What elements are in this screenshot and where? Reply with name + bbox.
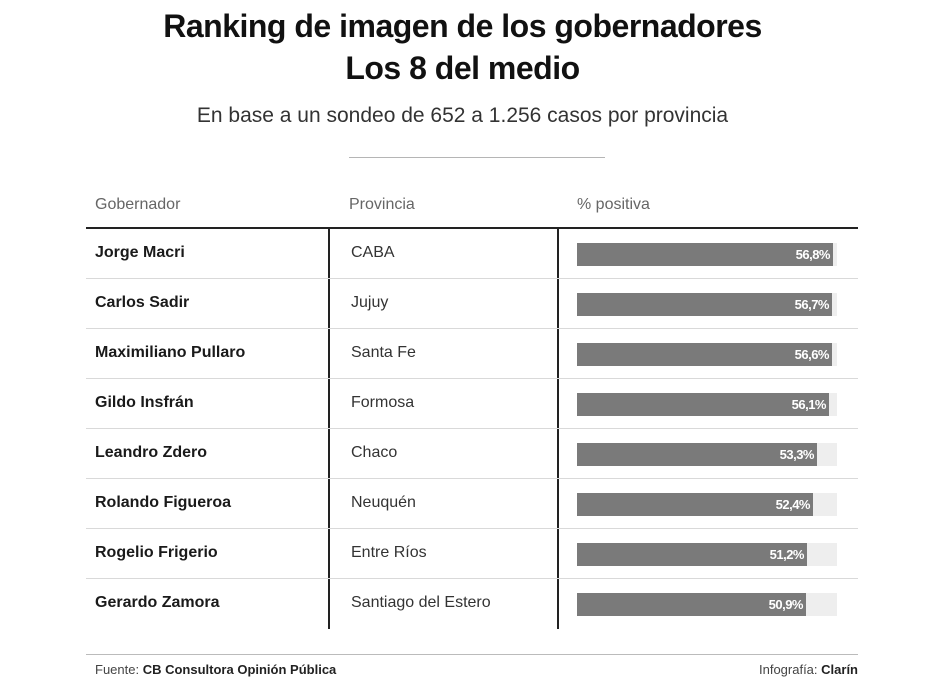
bar-track: 56,7% (577, 293, 837, 316)
column-header-positiva: % positiva (577, 196, 650, 213)
value-bar: 50,9% (577, 593, 806, 616)
value-label: 52,4% (775, 497, 811, 512)
value-bar: 53,3% (577, 443, 817, 466)
title-separator (349, 157, 605, 158)
table-row: Jorge Macri CABA 56,8% (86, 229, 858, 279)
value-bar: 56,7% (577, 293, 832, 316)
bar-track: 53,3% (577, 443, 837, 466)
provincia-name: Chaco (351, 444, 398, 461)
chart-subtitle: En base a un sondeo de 652 a 1.256 casos… (196, 104, 729, 127)
row-divider (86, 478, 858, 479)
row-divider (86, 578, 858, 579)
provincia-name: Neuquén (351, 494, 416, 511)
provincia-name: Santa Fe (351, 344, 416, 361)
row-divider (86, 378, 858, 379)
column-header-gobernador: Gobernador (95, 196, 181, 213)
provincia-name: Santiago del Estero (351, 594, 491, 611)
gobernador-name: Leandro Zdero (95, 444, 208, 461)
table-row: Gildo Insfrán Formosa 56,1% (86, 379, 858, 429)
footer-rule (86, 654, 858, 655)
chart-title: Ranking de imagen de los gobernadores (163, 8, 762, 44)
value-label: 56,6% (794, 347, 830, 362)
footer-source: Fuente: CB Consultora Opinión Pública (95, 662, 336, 677)
table-row: Maximiliano Pullaro Santa Fe 56,6% (86, 329, 858, 379)
table-row: Leandro Zdero Chaco 53,3% (86, 429, 858, 479)
table-row: Gerardo Zamora Santiago del Estero 50,9% (86, 579, 858, 629)
bar-track: 56,1% (577, 393, 837, 416)
gobernador-name: Carlos Sadir (95, 294, 190, 311)
chart-title-line2: Los 8 del medio (345, 50, 580, 86)
column-header-provincia: Provincia (349, 196, 415, 213)
value-label: 56,8% (795, 247, 831, 262)
footer-source-label: Fuente: (95, 662, 140, 677)
row-divider (86, 328, 858, 329)
bar-track: 56,8% (577, 243, 837, 266)
table-row: Rolando Figueroa Neuquén 52,4% (86, 479, 858, 529)
value-bar: 56,6% (577, 343, 832, 366)
row-divider (86, 278, 858, 279)
provincia-name: Formosa (351, 394, 415, 411)
column-divider (328, 229, 330, 629)
column-divider (557, 229, 559, 629)
row-divider (86, 528, 858, 529)
bar-track: 56,6% (577, 343, 837, 366)
table-row: Carlos Sadir Jujuy 56,7% (86, 279, 858, 329)
value-bar: 56,1% (577, 393, 829, 416)
gobernador-name: Jorge Macri (95, 244, 185, 261)
gobernador-name: Gildo Insfrán (95, 394, 194, 411)
gobernador-name: Rogelio Frigerio (95, 544, 218, 561)
table-row: Rogelio Frigerio Entre Ríos 51,2% (86, 529, 858, 579)
value-bar: 56,8% (577, 243, 833, 266)
bar-track: 52,4% (577, 493, 837, 516)
value-bar: 52,4% (577, 493, 813, 516)
bar-track: 50,9% (577, 593, 837, 616)
footer-credit-name: Clarín (821, 662, 858, 677)
value-label: 53,3% (779, 447, 815, 462)
gobernador-name: Gerardo Zamora (95, 594, 220, 611)
value-label: 56,7% (794, 297, 830, 312)
row-divider (86, 428, 858, 429)
bar-track: 51,2% (577, 543, 837, 566)
gobernador-name: Rolando Figueroa (95, 494, 231, 511)
footer-credit: Infografía: Clarín (759, 662, 858, 677)
value-bar: 51,2% (577, 543, 807, 566)
value-label: 50,9% (768, 597, 804, 612)
gobernador-name: Maximiliano Pullaro (95, 344, 246, 361)
provincia-name: CABA (351, 244, 395, 261)
footer-credit-label: Infografía: (758, 662, 818, 677)
value-label: 51,2% (769, 547, 805, 562)
header-rule (86, 227, 858, 229)
provincia-name: Entre Ríos (351, 544, 427, 561)
value-label: 56,1% (791, 397, 827, 412)
provincia-name: Jujuy (351, 294, 389, 311)
footer-source-name: CB Consultora Opinión Pública (142, 662, 337, 677)
